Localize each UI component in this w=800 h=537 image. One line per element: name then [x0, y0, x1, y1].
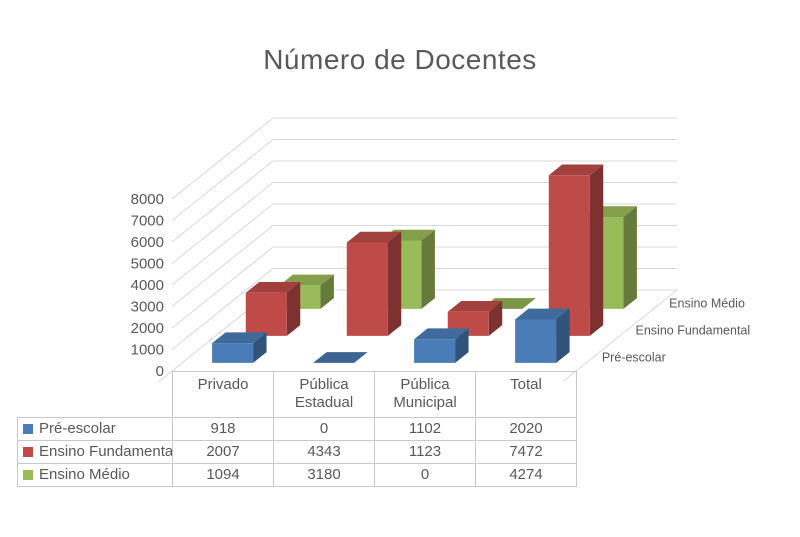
bar-side-face	[320, 274, 334, 309]
bar-top-face	[212, 332, 267, 344]
value-cell: 3180	[273, 463, 375, 487]
bar-side-face	[387, 231, 402, 336]
value-cell: 0	[273, 417, 375, 441]
gridline	[171, 117, 677, 200]
gridline	[171, 225, 677, 307]
category-header-privado: Privado	[172, 371, 274, 418]
chart-title: Número de Docentes	[263, 44, 537, 75]
bar-side-face	[421, 229, 435, 309]
bar-top-face	[447, 300, 503, 312]
category-header-publica-municipal: Pública Municipal	[374, 371, 476, 418]
y-axis-tick-label: 7000	[131, 213, 164, 230]
gridline	[171, 203, 677, 286]
bar-front-face	[515, 319, 557, 363]
series-label-cell: Ensino Fundamental	[17, 440, 173, 464]
table-row-pre-escolar: Pré-escolar 918 0 1102 2020	[17, 417, 577, 441]
value-cell: 4274	[475, 463, 577, 487]
axis-foot-left	[158, 370, 173, 382]
table-row-ensino-fundamental: Ensino Fundamental 2007 4343 1123 7472	[17, 440, 577, 464]
value-cell: 2020	[475, 417, 577, 441]
bar-side-face	[556, 308, 570, 363]
bar-side-face	[623, 206, 637, 309]
legend-swatch-red-icon	[23, 447, 33, 457]
bar-zero-flat	[313, 352, 368, 363]
bar-front-face	[414, 339, 456, 363]
y-axis-tick-label: 2000	[131, 320, 164, 337]
value-cell: 1094	[172, 463, 274, 487]
bar-front-face	[212, 343, 254, 363]
series-name: Pré-escolar	[39, 420, 116, 437]
bar-front-face	[346, 242, 388, 336]
table-corner-cell	[18, 372, 173, 418]
bar-front-face	[245, 292, 287, 336]
value-cell: 918	[172, 417, 274, 441]
y-axis-tick-label: 6000	[131, 234, 164, 251]
bar-side-face	[488, 300, 503, 336]
bar-top-face	[346, 231, 402, 243]
bar-side-face	[589, 164, 604, 336]
table-header-row: Privado Pública Estadual Pública Municip…	[18, 371, 577, 418]
bar-top-face	[515, 308, 570, 320]
bar-top-face	[414, 328, 469, 340]
bar-top-face	[548, 164, 604, 176]
y-axis-tick-label: 0	[156, 363, 164, 380]
series-axis-label: Ensino Fundamental	[636, 324, 751, 338]
gridline	[171, 268, 677, 350]
y-axis-tick-label: 1000	[131, 342, 164, 359]
series-name: Ensino Fundamental	[39, 443, 173, 460]
value-cell: 0	[374, 463, 476, 487]
y-axis-tick-label: 8000	[131, 191, 164, 208]
y-axis-tick-label: 4000	[131, 277, 164, 294]
gridline	[171, 160, 677, 243]
y-axis-tick-label: 5000	[131, 256, 164, 273]
series-label-cell: Ensino Médio	[17, 463, 173, 487]
bar-front-face	[548, 175, 590, 336]
gridline	[171, 246, 677, 329]
value-cell: 4343	[273, 440, 375, 464]
bar-side-face	[253, 332, 267, 363]
table-row-ensino-medio: Ensino Médio 1094 3180 0 4274	[17, 463, 577, 487]
gridline	[171, 139, 677, 221]
bar-side-face	[455, 328, 469, 363]
bar-top-face	[245, 281, 301, 293]
category-header-publica-estadual: Pública Estadual	[273, 371, 375, 418]
category-header-total: Total	[475, 371, 577, 418]
floor-right-edge	[575, 289, 678, 372]
legend-swatch-green-icon	[23, 470, 33, 480]
y-axis-tick-label: 3000	[131, 299, 164, 316]
data-table-grid: Privado Pública Estadual Pública Municip…	[17, 371, 577, 487]
series-axis-label: Ensino Médio	[669, 297, 745, 311]
data-table: Privado Pública Estadual Pública Municip…	[17, 371, 577, 487]
gridline	[171, 182, 677, 264]
value-cell: 1123	[374, 440, 476, 464]
series-label-cell: Pré-escolar	[17, 417, 173, 441]
series-axis-label: Pré-escolar	[602, 351, 666, 365]
value-cell: 7472	[475, 440, 577, 464]
bar-side-face	[286, 281, 301, 336]
value-cell: 1102	[374, 417, 476, 441]
series-name: Ensino Médio	[39, 466, 130, 483]
legend-swatch-blue-icon	[23, 424, 33, 434]
value-cell: 2007	[172, 440, 274, 464]
